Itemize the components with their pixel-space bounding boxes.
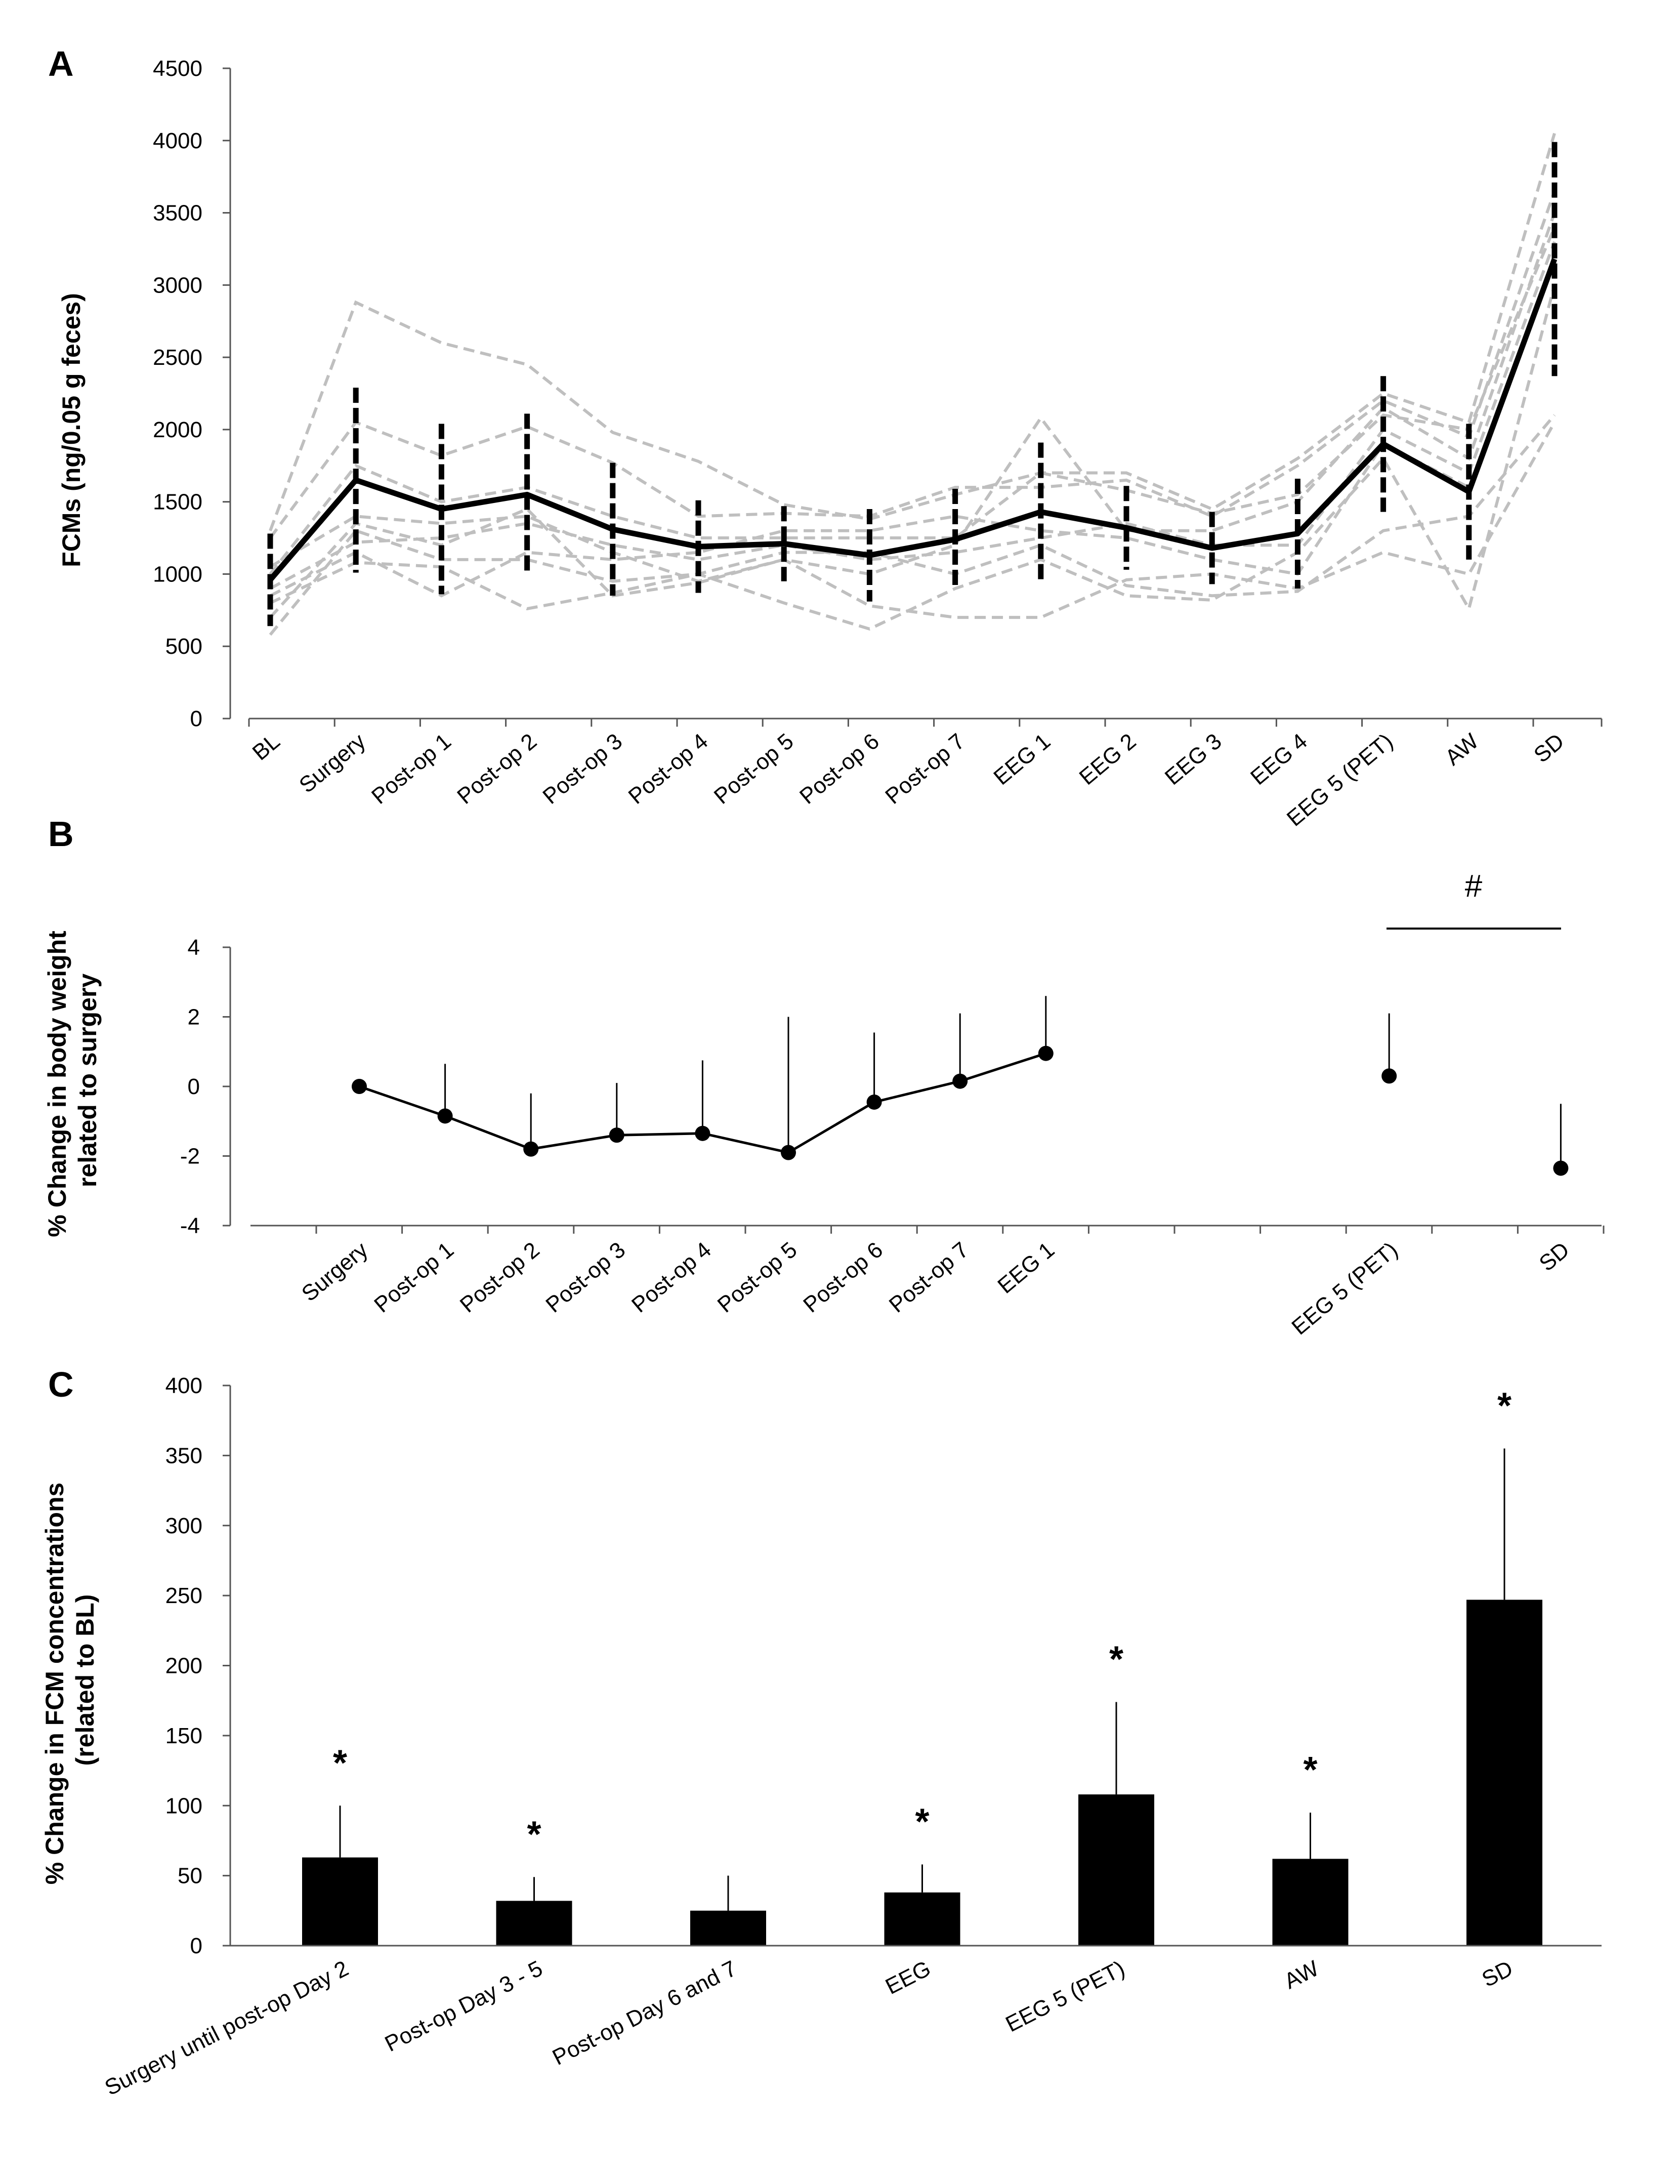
panel-b-data-point — [781, 1145, 796, 1160]
panel-b-data-point — [523, 1141, 539, 1157]
panel-a-individual-line — [269, 284, 1556, 636]
panel-c-y-tick-label: 300 — [165, 1514, 202, 1538]
panel-label-b: B — [48, 814, 74, 854]
panel-a-mean-line — [268, 258, 1558, 582]
panel-c-bar — [496, 1901, 572, 1946]
panel-b-y-tick-label: -2 — [180, 1144, 200, 1169]
panel-b-data-point — [609, 1127, 624, 1143]
panel-a-individual-line — [269, 414, 1556, 611]
panel-b-data-point — [952, 1073, 968, 1089]
panel-a-y-tick-label: 500 — [165, 634, 202, 659]
panel-a-individual-line — [269, 133, 1556, 531]
panel-c-y-tick-label: 250 — [165, 1583, 202, 1608]
panel-a-y-tick-label: 3000 — [153, 273, 202, 298]
panel-c-y-axis-label: % Change in FCM concentrations (related … — [40, 1476, 99, 1884]
panel-c-y-axis-label-line-2: (related to BL) — [71, 1594, 99, 1766]
panel-a-individual-line — [269, 256, 1556, 598]
panel-b-data-point — [437, 1108, 453, 1124]
panel-c-significance-marker: * — [333, 1743, 347, 1783]
panel-c-y-tick-label: 350 — [165, 1443, 202, 1468]
panel-c-bar — [884, 1892, 960, 1946]
panel-a-y-tick-label: 2000 — [153, 417, 202, 442]
panel-a-y-tick-label: 2500 — [153, 345, 202, 370]
panel-c-y-axis-label-line-1: % Change in FCM concentrations — [40, 1483, 69, 1885]
panel-b-data-point — [1038, 1045, 1054, 1061]
panel-c-bar — [1466, 1600, 1542, 1946]
panel-c-bar — [1078, 1794, 1154, 1946]
panel-a-individual-line — [269, 212, 1556, 583]
panel-c-significance-marker: * — [1303, 1750, 1317, 1790]
panel-b-data-point — [1381, 1068, 1397, 1084]
panel-label-c: C — [48, 1365, 74, 1404]
panel-b-data-point — [352, 1079, 367, 1094]
significance-hash: # — [1465, 869, 1483, 904]
panel-c-bar — [690, 1910, 766, 1946]
panel-c-significance-marker: * — [915, 1801, 929, 1842]
panel-b-y-axis-label-line-1: % Change in body weight — [43, 931, 71, 1237]
panel-b-y-tick-label: 4 — [188, 935, 200, 960]
panel-label-a: A — [48, 44, 74, 83]
panel-c-significance-marker: * — [1497, 1386, 1511, 1426]
panel-b-y-tick-label: 0 — [188, 1074, 200, 1099]
panel-c-y-tick-label: 100 — [165, 1793, 202, 1818]
panel-c-significance-marker: * — [1109, 1639, 1123, 1679]
panel-c-y-tick-label: 400 — [165, 1373, 202, 1398]
panel-a-individual-line — [269, 190, 1556, 539]
panel-c-y-tick-label: 150 — [165, 1724, 202, 1748]
panel-a-y-tick-label: 0 — [190, 706, 202, 731]
panel-c-y-tick-label: 50 — [178, 1864, 202, 1888]
panel-a-y-tick-label: 4500 — [153, 56, 202, 81]
panel-c-significance-marker: * — [527, 1814, 541, 1855]
panel-c-bar — [302, 1857, 378, 1946]
panel-b-y-tick-label: -4 — [180, 1213, 200, 1238]
panel-a-y-tick-label: 3500 — [153, 201, 202, 226]
panel-a-y-tick-label: 1000 — [153, 562, 202, 586]
panel-b-y-tick-label: 2 — [188, 1005, 200, 1030]
panel-c-bar — [1272, 1859, 1349, 1946]
panel-c-y-tick-label: 200 — [165, 1654, 202, 1678]
panel-a-y-axis-label: FCMs (ng/0.05 g feces) — [57, 293, 86, 567]
panel-b-data-point — [695, 1125, 710, 1141]
panel-b-y-axis-label: % Change in body weight related to surge… — [43, 923, 102, 1237]
panel-a-y-tick-label: 4000 — [153, 129, 202, 153]
panel-a-y-tick-label: 1500 — [153, 490, 202, 515]
panel-b-y-axis-label-line-2: related to surgery — [73, 974, 102, 1188]
panel-c-y-tick-label: 0 — [190, 1934, 202, 1958]
panel-a-individual-line — [269, 226, 1556, 575]
panel-a-individual-line — [269, 422, 1556, 619]
panel-b-data-point — [866, 1094, 882, 1110]
panel-b-data-point — [1553, 1160, 1569, 1176]
